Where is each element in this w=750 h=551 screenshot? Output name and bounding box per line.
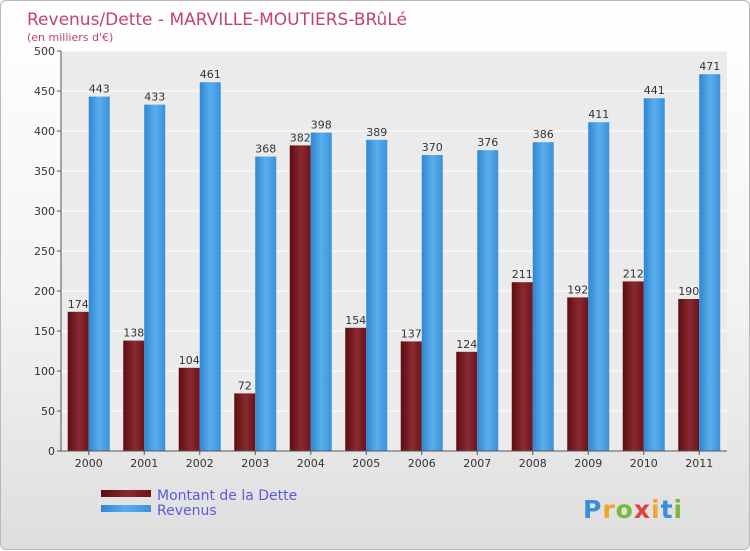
bar-revenus	[144, 104, 166, 451]
bar-debt	[400, 341, 422, 451]
data-label: 441	[644, 84, 665, 97]
chart-title: Revenus/Dette - MARVILLE-MOUTIERS-BRûLé	[27, 10, 407, 30]
data-label: 190	[678, 285, 699, 298]
bar-revenus	[643, 98, 665, 451]
y-tick-label: 250	[34, 245, 55, 258]
x-tick-label: 2002	[186, 457, 214, 470]
x-tick-label: 2005	[352, 457, 380, 470]
data-label: 398	[311, 119, 332, 132]
x-tick-label: 2000	[75, 457, 103, 470]
data-label: 411	[588, 108, 609, 121]
y-tick-label: 100	[34, 365, 55, 378]
data-label: 104	[179, 354, 200, 367]
bar-revenus	[699, 74, 721, 451]
y-tick-label: 450	[34, 85, 55, 98]
bar-debt	[345, 327, 367, 451]
x-tick-label: 2008	[519, 457, 547, 470]
bar-debt	[511, 282, 533, 451]
data-label: 389	[366, 126, 387, 139]
bar-debt	[289, 145, 311, 451]
y-tick-label: 500	[34, 45, 55, 58]
x-tick-label: 2009	[574, 457, 602, 470]
legend-swatch-revenus	[101, 505, 151, 512]
data-label: 443	[89, 83, 110, 96]
bar-debt	[178, 367, 200, 451]
bar-revenus	[310, 132, 332, 451]
bar-revenus	[477, 150, 499, 451]
data-label: 138	[123, 327, 144, 340]
bar-revenus	[255, 156, 277, 451]
data-label: 124	[456, 338, 477, 351]
x-tick-label: 2003	[241, 457, 269, 470]
x-tick-label: 2006	[408, 457, 436, 470]
data-label: 376	[477, 136, 498, 149]
y-tick-label: 0	[48, 445, 55, 458]
y-tick-label: 150	[34, 325, 55, 338]
data-label: 370	[422, 141, 443, 154]
bar-revenus	[88, 96, 110, 451]
x-tick-label: 2001	[130, 457, 158, 470]
data-label: 154	[345, 314, 366, 327]
bar-revenus	[366, 139, 388, 452]
bar-revenus	[199, 82, 221, 451]
data-label: 72	[238, 379, 252, 392]
data-label: 461	[200, 68, 221, 81]
bar-revenus	[421, 155, 443, 451]
data-label: 137	[401, 327, 422, 340]
y-tick-label: 400	[34, 125, 55, 138]
chart-subtitle: (en milliers d'€)	[27, 31, 113, 44]
x-tick-label: 2007	[463, 457, 491, 470]
data-label: 382	[290, 131, 311, 144]
data-label: 471	[699, 60, 720, 73]
y-tick-label: 50	[41, 405, 55, 418]
proxiti-logo: Proxiti	[583, 495, 683, 524]
data-label: 211	[512, 268, 533, 281]
data-label: 368	[255, 143, 276, 156]
bar-debt	[678, 299, 700, 451]
svg-text:Proxiti: Proxiti	[583, 495, 683, 524]
x-tick-label: 2004	[297, 457, 325, 470]
bar-debt	[567, 297, 589, 451]
x-tick-label: 2010	[630, 457, 658, 470]
bar-debt	[123, 340, 145, 451]
grid-lines	[61, 50, 727, 452]
legend-label-revenus: Revenus	[157, 503, 217, 519]
y-tick-label: 200	[34, 285, 55, 298]
axes: 0 50 100 150 200 250 300 350 400 450 500 2000 2001 20…	[34, 45, 727, 470]
data-label: 433	[144, 91, 165, 104]
bar-debt	[67, 311, 89, 451]
data-label: 386	[533, 128, 554, 141]
data-label: 192	[567, 283, 588, 296]
bar-debt	[456, 351, 478, 451]
x-tick-label: 2011	[685, 457, 713, 470]
legend-swatch-debt	[101, 490, 151, 497]
bar-debt	[622, 281, 644, 451]
y-tick-label: 350	[34, 165, 55, 178]
y-tick-label: 300	[34, 205, 55, 218]
data-label: 212	[623, 267, 644, 280]
legend-label-debt: Montant de la Dette	[157, 488, 297, 504]
data-label: 174	[68, 298, 89, 311]
bar-revenus	[532, 142, 554, 451]
bar-debt	[234, 393, 256, 451]
bar-revenus	[588, 122, 610, 451]
